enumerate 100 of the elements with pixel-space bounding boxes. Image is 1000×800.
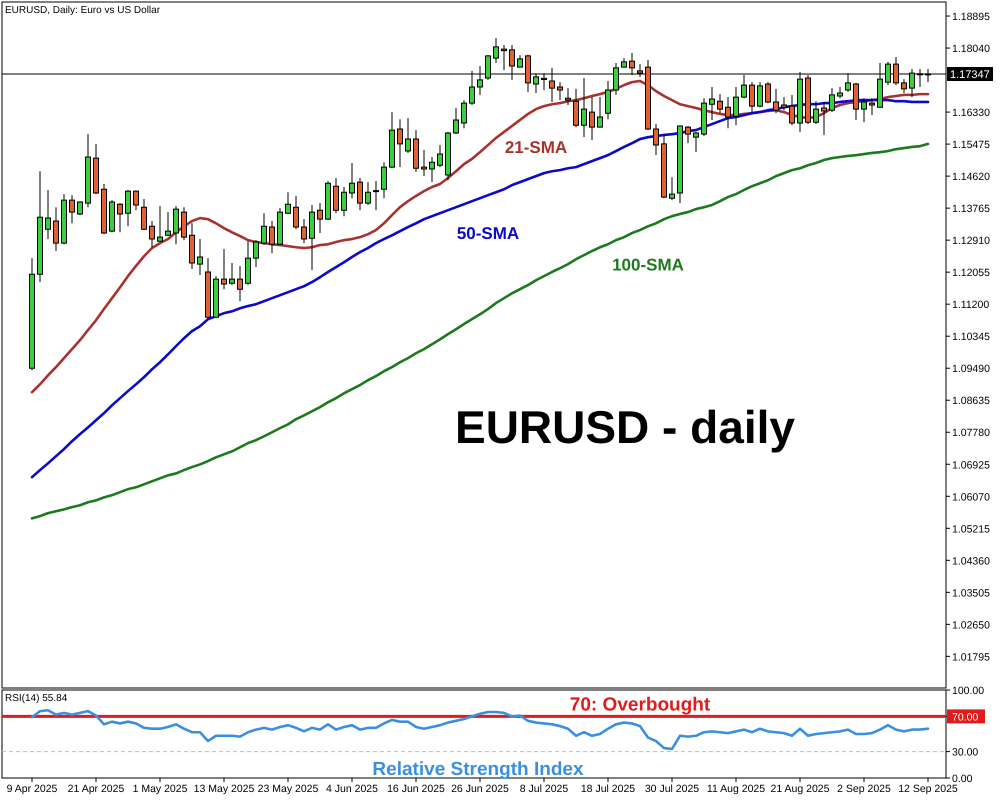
candlestick bbox=[61, 194, 67, 245]
candlestick bbox=[565, 88, 571, 106]
y-tick-label: 30.00 bbox=[952, 746, 978, 759]
x-tick-label: 21 Aug 2025 bbox=[770, 783, 830, 795]
y-tick-label: 1.10345 bbox=[952, 331, 990, 344]
candlestick bbox=[725, 96, 731, 129]
candlestick bbox=[389, 112, 395, 169]
y-tick-label: 0.00 bbox=[952, 773, 973, 785]
line-series bbox=[30, 142, 930, 520]
candlestick bbox=[437, 144, 443, 168]
annotation: EURUSD - daily bbox=[455, 401, 796, 453]
series-label: 21-SMA bbox=[504, 138, 568, 158]
series-label: 100-SMA bbox=[612, 255, 684, 274]
candlestick bbox=[285, 192, 291, 214]
x-tick-label: 1 May 2025 bbox=[132, 783, 188, 795]
y-tick-label: 70.00 bbox=[952, 711, 978, 724]
y-tick-label: 1.12910 bbox=[952, 235, 990, 248]
candlestick bbox=[37, 170, 43, 283]
candlestick bbox=[69, 194, 75, 224]
series-label: 50-SMA bbox=[456, 224, 520, 244]
chart-title: RSI(14) 55.84 bbox=[5, 693, 68, 704]
candlestick bbox=[301, 218, 307, 244]
candlestick bbox=[237, 265, 243, 302]
candlestick bbox=[421, 149, 427, 177]
candlestick bbox=[853, 82, 859, 120]
x-tick-label: 18 Jul 2025 bbox=[580, 783, 636, 795]
candlestick bbox=[173, 206, 179, 245]
candlestick bbox=[213, 276, 219, 318]
y-tick-label: 1.18895 bbox=[952, 11, 990, 24]
candlestick bbox=[405, 118, 411, 154]
candlestick bbox=[349, 162, 355, 199]
candlestick bbox=[557, 82, 563, 101]
candlestick bbox=[253, 240, 259, 268]
candlestick bbox=[597, 96, 603, 128]
candlestick bbox=[165, 212, 171, 237]
x-tick-label: 9 Apr 2025 bbox=[6, 783, 58, 795]
candlestick bbox=[141, 198, 147, 231]
candlestick bbox=[117, 202, 123, 233]
candlestick bbox=[149, 220, 155, 248]
x-tick-label: 16 Jun 2025 bbox=[387, 783, 446, 795]
x-tick-label: 4 Jun 2025 bbox=[326, 783, 378, 795]
candlestick bbox=[757, 82, 763, 108]
y-tick-label: 1.07780 bbox=[952, 427, 990, 440]
candlestick bbox=[221, 248, 227, 290]
candlestick bbox=[357, 177, 363, 211]
candlestick bbox=[749, 82, 755, 113]
x-tick-label: 13 May 2025 bbox=[194, 783, 255, 795]
candlestick bbox=[229, 262, 235, 286]
candlestick bbox=[381, 162, 387, 199]
candlestick bbox=[493, 37, 499, 64]
candlestick bbox=[325, 180, 331, 220]
y-tick-label: 1.05215 bbox=[952, 523, 990, 536]
candlestick bbox=[29, 258, 35, 371]
y-tick-label: 100.00 bbox=[952, 685, 984, 697]
candlestick bbox=[205, 258, 211, 319]
candlestick bbox=[693, 131, 699, 153]
ref-line-label: 1.17347 bbox=[950, 69, 990, 82]
candlestick bbox=[781, 96, 787, 111]
candlestick bbox=[109, 200, 115, 233]
candlestick bbox=[517, 54, 523, 68]
y-tick-label: 1.09490 bbox=[952, 363, 990, 376]
candlestick bbox=[333, 177, 339, 214]
candlestick bbox=[93, 143, 99, 195]
y-tick-label: 1.03505 bbox=[952, 587, 990, 600]
candlestick bbox=[589, 96, 595, 141]
y-tick-label: 1.01795 bbox=[952, 651, 990, 664]
candlestick bbox=[685, 125, 691, 144]
candlestick bbox=[157, 206, 163, 243]
y-tick-label: 1.15475 bbox=[952, 139, 990, 152]
x-tick-label: 8 Jul 2025 bbox=[520, 783, 568, 795]
candlestick bbox=[621, 58, 627, 68]
candlestick bbox=[45, 189, 51, 240]
candlestick bbox=[773, 88, 779, 114]
y-tick-label: 1.06070 bbox=[952, 491, 990, 504]
candlestick bbox=[309, 204, 315, 271]
y-tick-label: 1.18040 bbox=[952, 43, 990, 56]
candlestick bbox=[53, 206, 59, 252]
y-tick-label: 1.06925 bbox=[952, 459, 990, 472]
candlestick bbox=[181, 206, 187, 241]
candlestick bbox=[669, 176, 675, 201]
candlestick bbox=[245, 240, 251, 286]
y-tick-label: 1.02650 bbox=[952, 619, 990, 632]
x-tick-label: 23 May 2025 bbox=[258, 783, 319, 795]
candlestick bbox=[261, 212, 267, 246]
candlestick bbox=[709, 86, 715, 120]
candlestick bbox=[461, 100, 467, 129]
candlestick bbox=[765, 82, 771, 104]
candlestick bbox=[829, 88, 835, 113]
candlestick bbox=[677, 124, 683, 204]
chart-title: EURUSD, Daily: Euro vs US Dollar bbox=[5, 5, 161, 16]
x-tick-label: 2 Sep 2025 bbox=[837, 783, 892, 795]
y-tick-label: 1.14620 bbox=[952, 171, 990, 184]
candlestick bbox=[733, 86, 739, 126]
candlestick bbox=[821, 101, 827, 136]
candlestick bbox=[869, 98, 875, 116]
candlestick bbox=[789, 94, 795, 126]
candlestick bbox=[661, 134, 667, 199]
x-tick-label: 30 Jul 2025 bbox=[644, 783, 700, 795]
candlestick bbox=[341, 186, 347, 217]
candlestick bbox=[573, 88, 579, 128]
